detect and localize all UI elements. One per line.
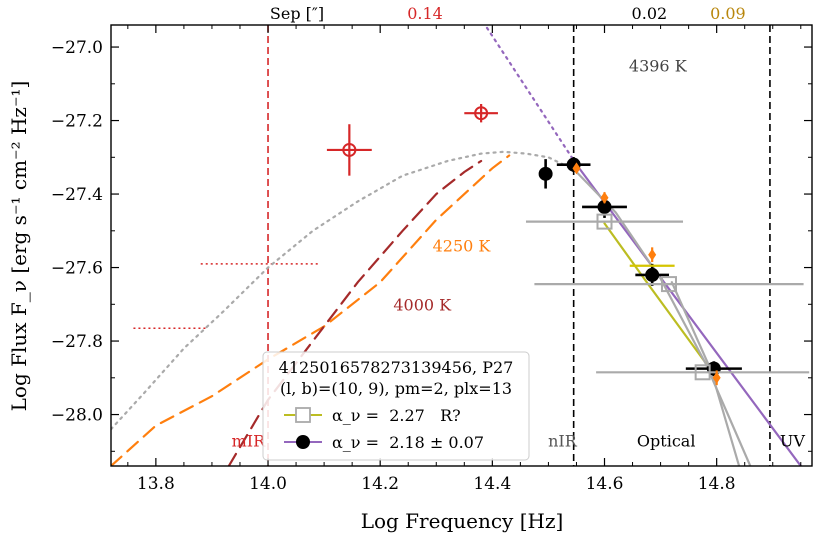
data-point-grey [694,364,711,381]
y-tick-label: −27.8 [51,332,103,352]
legend: 4125016578273139456, P27 (l, b)=(10, 9),… [262,351,530,461]
y-tick-label: −27.0 [51,38,103,58]
series-line [483,25,578,166]
band-label-mir: mIR [232,431,266,450]
y-tick-label: −28.0 [51,406,103,426]
temp-label-4000k: 4000 K [393,295,452,314]
x-tick-label: 14.6 [586,474,624,494]
x-tick-label: 14.2 [361,474,399,494]
legend-marker-filled-circle [296,435,310,449]
y-tick-label: −27.6 [51,259,103,279]
band-label-uv: UV [780,431,805,450]
top-sep-label-gold: 0.09 [710,4,746,23]
y-tick-label: −27.4 [51,185,103,205]
band-label-nir: nIR [548,431,578,450]
top-sep-label-black: 0.02 [632,4,668,23]
data-point-grey [660,276,677,293]
y-tick-label: −27.2 [51,112,103,132]
data-point-grey [596,213,613,230]
top-axis-title: Sep [″] [270,4,324,23]
data-point-orange [600,191,609,204]
x-tick-label: 14.4 [473,474,511,494]
legend-box [262,351,530,461]
legend-marker-open-square [295,407,311,423]
temp-label-4250k: 4250 K [433,237,492,256]
x-tick-label: 14.8 [698,474,736,494]
data-point-black [597,199,612,214]
band-label-optical: Optical [637,431,696,450]
temp-label-4396k: 4396 K [629,56,688,75]
data-point-orange [648,248,657,261]
legend-label-purple: α_ν = 2.18 ± 0.07 [332,433,484,452]
series-line [111,154,511,466]
legend-header-line2: (l, b)=(10, 9), pm=2, plx=13 [280,379,512,398]
axes: 13.8 14.0 14.2 14.4 14.6 14.8 −28.0 −27.8 −27.6 −… [51,25,812,494]
series-line [111,150,573,431]
series-line [603,222,713,372]
legend-header-line1: 4125016578273139456, P27 [279,358,514,377]
data-point-orange [572,162,581,175]
series-line [799,464,803,466]
legend-label-yellow: α_ν = 2.27 R? [332,406,461,425]
x-tick-label: 13.8 [137,474,175,494]
x-tick-label: 14.0 [249,474,287,494]
data-point-black [538,166,553,181]
top-sep-label-red: 0.14 [407,4,443,23]
series-line [575,163,802,466]
plot-frame [110,24,813,467]
x-axis-title: Log Frequency [Hz] [361,509,564,533]
data-point-orange [712,371,721,384]
data-point-black [645,267,660,282]
y-axis-title: Log Flux F_ν [erg s⁻¹ cm⁻² Hz⁻¹] [7,81,31,412]
series-line [575,170,752,466]
